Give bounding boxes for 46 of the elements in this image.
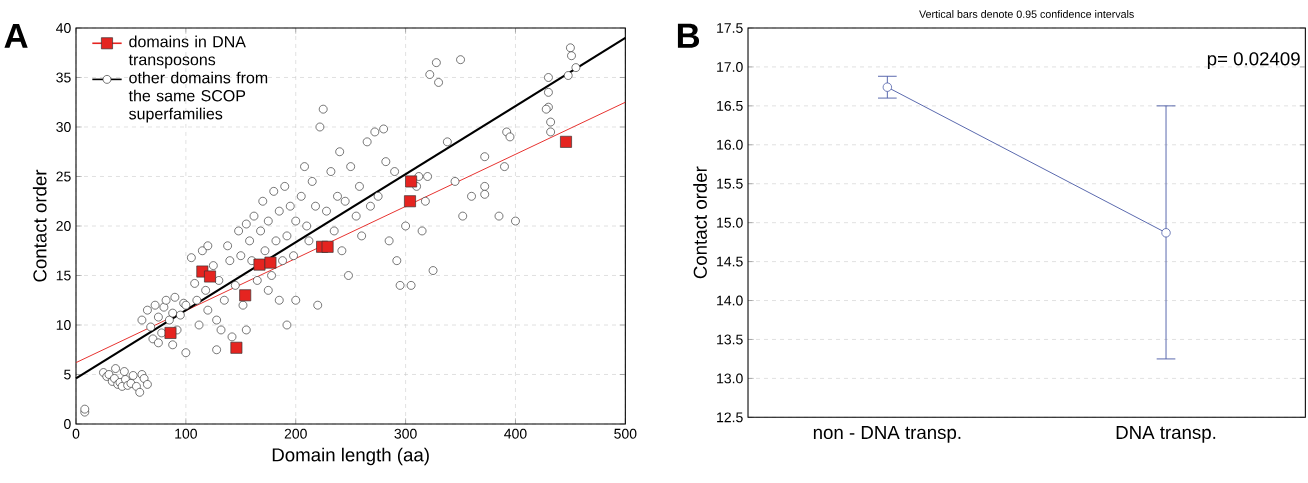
y-tick-label: 16.0 [717,140,743,150]
y-axis-title: Contact order [32,169,47,282]
y-tick-label: 5 [64,369,71,380]
point [164,327,177,340]
y-tick-label: 13.0 [717,373,743,384]
text: A [4,24,28,48]
text: B [677,24,700,48]
point [404,195,416,208]
y-tick-label: 0 [64,419,71,430]
point [253,258,266,271]
y-tick-label: 30 [56,122,71,133]
x-tick-label: 100 [175,428,197,439]
y-tick-label: 15.5 [717,179,743,189]
y-tick-label: 16.5 [717,101,743,111]
x-tick-label: non - DNA transp. [813,426,961,443]
point [239,289,252,302]
x-tick-label: 0 [72,428,80,439]
y-tick-label: 20 [56,221,71,232]
y-tick-label: 25 [56,171,71,182]
point [405,175,418,188]
x-axis-title: Domain length (aa) [272,447,429,466]
y-tick-label: 15.0 [717,217,743,228]
x-tick-label: 500 [614,428,637,439]
legend-label: other domains from the same SCOP superfamilies [128,71,268,123]
y-tick-label: 14.5 [717,256,743,267]
chart-title: Vertical bars denote 0.95 confidence intervals [919,10,1134,19]
x-tick-label: DNA transp. [1116,426,1216,443]
point [230,341,243,354]
y-tick-label: 14.0 [717,295,743,306]
x-tick-label: 300 [394,428,417,439]
y-tick-label: 15 [56,270,71,281]
y-tick-label: 13.5 [717,334,743,345]
y-tick-label: 17.0 [717,62,743,73]
x-tick-label: 200 [284,428,307,439]
y-tick-label: 12.5 [717,412,743,423]
point [264,256,277,269]
y-tick-label: 40 [56,23,71,34]
y-axis-title: Contact order [693,166,707,279]
y-tick-label: 17.5 [717,23,743,34]
x-tick-label: 400 [504,428,527,439]
point [204,270,216,283]
y-tick-label: 35 [56,72,71,83]
annotation: p= 0.02409 [1207,52,1300,70]
point [321,241,334,253]
y-tick-label: 10 [56,320,71,331]
point [560,136,572,148]
